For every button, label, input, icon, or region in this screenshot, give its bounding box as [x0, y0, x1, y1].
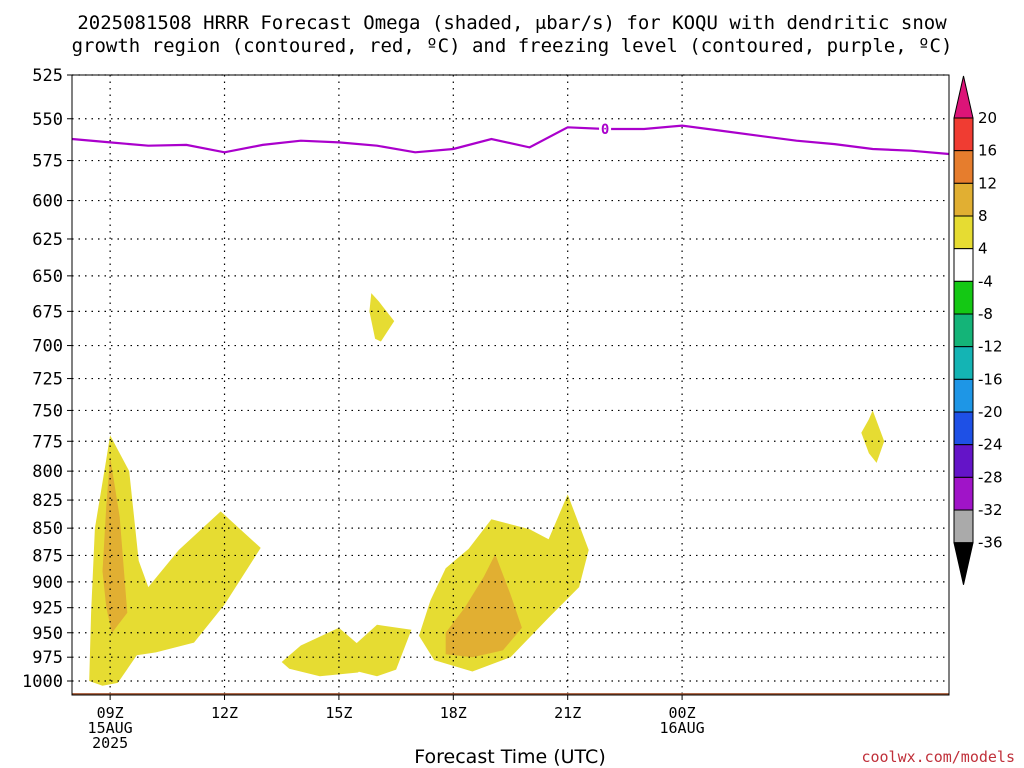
omega-region-3	[338, 624, 412, 677]
y-tick-label: 875	[32, 546, 63, 566]
colorbar-segment	[953, 411, 974, 446]
colorbar-segment	[953, 378, 974, 413]
colorbar-segment	[953, 313, 974, 348]
colorbar-segment	[953, 280, 974, 315]
credit-text: coolwx.com/models	[861, 748, 1015, 766]
x-tick-label: 00Z	[669, 704, 696, 722]
x-tick-label: 2025	[92, 734, 128, 752]
y-tick-label: 625	[32, 230, 63, 250]
colorbar-label: -24	[978, 436, 1003, 454]
freezing-level-line	[71, 124, 950, 156]
colorbar-label: 12	[978, 174, 997, 192]
y-tick-label: 850	[32, 519, 63, 539]
x-tick-label: 21Z	[554, 704, 581, 722]
y-tick-label: 775	[32, 432, 63, 452]
colorbar-label: -4	[978, 272, 993, 290]
y-tick-label: 900	[32, 573, 63, 593]
colorbar-segment	[953, 117, 974, 152]
chart-title-line-1: 2025081508 HRRR Forecast Omega (shaded, …	[77, 12, 947, 34]
freezing-level-label: 0	[601, 122, 609, 138]
freezing-level-contour: 0	[71, 120, 950, 156]
x-tick-label: 15Z	[325, 704, 352, 722]
y-tick-label: 650	[32, 267, 63, 287]
colorbar-label: -16	[978, 370, 1003, 388]
omega-region-1	[102, 456, 128, 633]
colorbar-bottom-arrow	[953, 542, 974, 585]
y-tick-label: 975	[32, 648, 63, 668]
colorbar-label: -28	[978, 468, 1003, 486]
colorbar-label: 8	[978, 207, 988, 225]
x-tick-label: 12Z	[211, 704, 238, 722]
colorbar-segment	[953, 346, 974, 380]
x-tick-label: 18Z	[440, 704, 467, 722]
y-tick-label: 700	[32, 337, 63, 357]
y-tick-label: 925	[32, 599, 63, 619]
colorbar-segment	[953, 215, 974, 250]
colorbar-label: -12	[978, 338, 1003, 356]
plot-frame	[71, 74, 950, 696]
colorbar-segment	[953, 182, 974, 217]
x-tick-label: 09Z	[97, 704, 124, 722]
colorbar-segment	[953, 444, 974, 478]
y-tick-label: 825	[32, 491, 63, 511]
colorbar-label: 4	[978, 240, 988, 258]
colorbar-label: 20	[978, 109, 997, 127]
colorbar-label: -36	[978, 534, 1003, 552]
colorbar-label: -32	[978, 501, 1003, 519]
colorbar-label: -8	[978, 305, 993, 323]
y-tick-label: 750	[32, 401, 63, 421]
y-tick-label: 1000	[22, 672, 63, 692]
y-tick-label: 575	[32, 152, 63, 172]
colorbar-segment	[953, 476, 974, 511]
omega-region-0	[89, 435, 261, 686]
omega-region-4	[369, 293, 395, 342]
colorbar-top-arrow	[953, 75, 974, 119]
chart-title-line-2: growth region (contoured, red, ºC) and f…	[72, 35, 953, 57]
ground-surface	[72, 693, 949, 695]
y-axis: 525 550 575 600 625 650 675 700 725 750 775 800 825 8…	[22, 66, 72, 692]
omega-shaded-regions	[89, 293, 885, 686]
y-tick-label: 950	[32, 624, 63, 644]
colorbar: 20 16 12 8 4 -4 -8 -12 -16 -20 -24 -28 -32 -36	[953, 75, 1003, 585]
y-tick-label: 725	[32, 370, 63, 390]
omega-region-6	[445, 554, 522, 658]
colorbar-segment	[953, 248, 974, 282]
colorbar-segment	[953, 150, 974, 184]
omega-region-7	[861, 410, 885, 463]
y-tick-label: 800	[32, 462, 63, 482]
colorbar-segment	[953, 509, 974, 544]
plot-area: 0	[71, 74, 950, 696]
y-tick-label: 675	[32, 302, 63, 322]
x-tick-label: 15AUG	[88, 719, 133, 737]
y-tick-label: 525	[32, 66, 63, 86]
colorbar-label: -20	[978, 403, 1003, 421]
y-tick-label: 600	[32, 192, 63, 212]
x-tick-label: 16AUG	[660, 719, 705, 737]
colorbar-label: 16	[978, 142, 997, 160]
y-tick-label: 550	[32, 110, 63, 130]
freezing-label-bg	[599, 120, 612, 136]
x-axis-title: Forecast Time (UTC)	[414, 746, 605, 768]
